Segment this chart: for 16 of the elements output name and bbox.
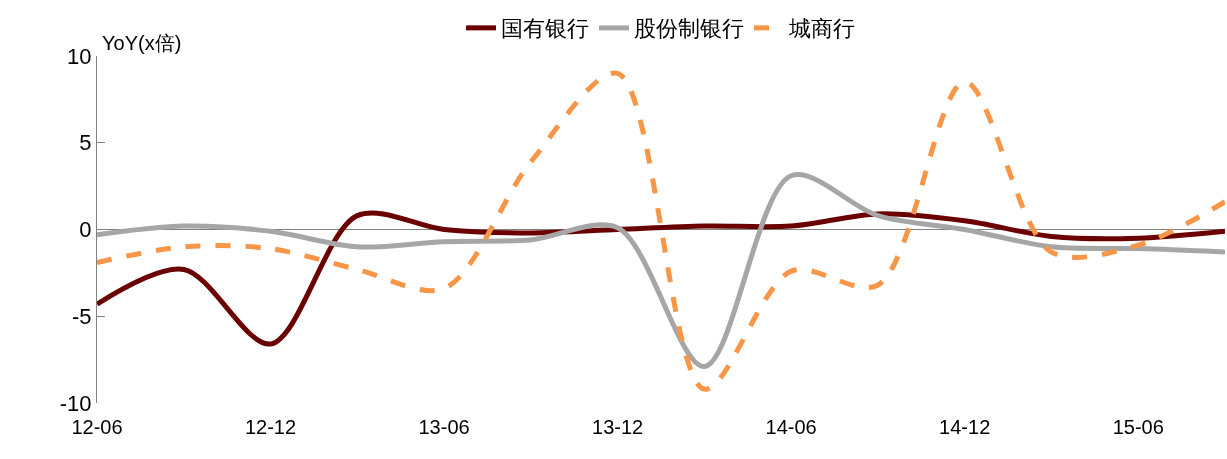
x-tick-label: 15-06 [1112, 416, 1164, 438]
y-tick-label: -10 [59, 390, 92, 416]
x-tick-label: 13-12 [592, 416, 644, 438]
y-tick-label: -5 [72, 303, 92, 329]
legend-label: 国有银行 [501, 16, 589, 42]
y-tick-label: 0 [79, 217, 92, 243]
legend-label: 股份制银行 [634, 16, 744, 42]
x-tick-label: 12-12 [244, 416, 297, 438]
x-tick-label: 14-12 [939, 416, 991, 438]
y-tick-label: 5 [79, 130, 92, 156]
x-tick-label: 14-06 [765, 416, 817, 438]
x-tick-label: 12-06 [71, 416, 123, 438]
x-tick-label: 13-06 [418, 416, 470, 438]
y-axis-title: YoY(x倍) [102, 32, 182, 54]
y-tick-label: 10 [67, 43, 92, 69]
legend-label: 城商行 [788, 16, 855, 42]
